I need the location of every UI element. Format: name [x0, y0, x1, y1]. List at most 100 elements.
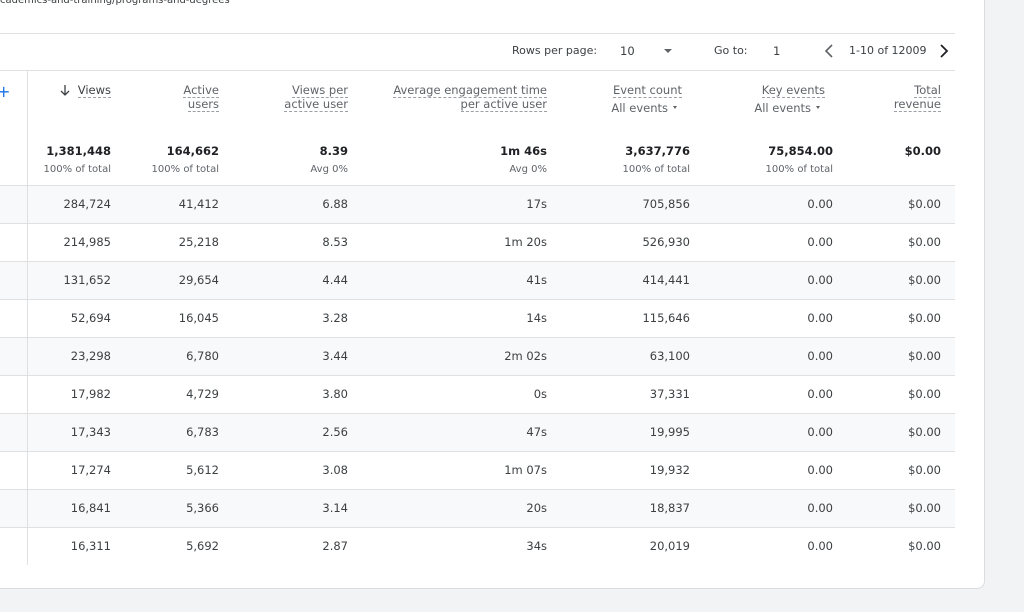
cell: 1m 07s: [504, 463, 547, 477]
column-header[interactable]: Active users: [183, 83, 219, 112]
cell: $0.00: [908, 463, 941, 477]
cell: 2.87: [322, 539, 348, 553]
cell: 17,343: [70, 425, 111, 439]
filter-text: All events: [611, 101, 668, 115]
column-header[interactable]: Views: [77, 83, 111, 98]
add-dimension[interactable]: +: [0, 82, 10, 101]
cell: 52,694: [70, 311, 111, 325]
total-value: 75,854.00: [768, 144, 833, 158]
total-value: 1,381,448: [46, 144, 111, 158]
cell: 47s: [526, 425, 547, 439]
cell: 20,019: [649, 539, 690, 553]
sort-arrow[interactable]: [59, 84, 71, 96]
dropdown-arrow[interactable]: [663, 46, 673, 56]
dropdown-arrow: [816, 106, 820, 109]
row-stripe: [0, 413, 955, 451]
cell: 63,100: [649, 349, 690, 363]
row-divider: [0, 527, 955, 528]
row-divider: [0, 261, 955, 262]
cell: 16,045: [178, 311, 219, 325]
cell: 3.44: [322, 349, 348, 363]
cell: 0.00: [807, 387, 833, 401]
cell: 16,841: [70, 501, 111, 515]
cell: 5,692: [186, 539, 219, 553]
header-text: Average engagement time: [393, 83, 547, 98]
goto-label: Go to:: [714, 44, 748, 57]
row-stripe: [0, 489, 955, 527]
total-sub: 100% of total: [765, 164, 833, 175]
cell: 0.00: [807, 197, 833, 211]
header-line: Views per: [284, 83, 348, 98]
header-line: Average engagement time: [393, 83, 547, 98]
header-text: Total: [914, 83, 941, 98]
row-divider: [0, 375, 955, 376]
cell: 414,441: [642, 273, 690, 287]
cell: 0.00: [807, 349, 833, 363]
divider: [0, 185, 955, 186]
column-header[interactable]: Average engagement time per active user: [393, 83, 547, 112]
cell: 34s: [526, 539, 547, 553]
header-line: Key events: [754, 83, 825, 98]
column-header[interactable]: Key events All events: [754, 83, 825, 115]
header-line: Event count: [611, 83, 682, 98]
cell: 19,995: [649, 425, 690, 439]
filter-text: All events: [754, 101, 811, 115]
cell: $0.00: [908, 235, 941, 249]
row-divider: [0, 223, 955, 224]
rows-select[interactable]: 10: [620, 44, 635, 58]
cell: $0.00: [908, 349, 941, 363]
filter[interactable]: All events: [611, 101, 682, 115]
cell: 6,780: [186, 349, 219, 363]
cell: 17,982: [70, 387, 111, 401]
cell: 284,724: [63, 197, 111, 211]
cell: $0.00: [908, 311, 941, 325]
cell: 23,298: [70, 349, 111, 363]
cell: $0.00: [908, 387, 941, 401]
breadcrumb: cademics-and-training/programs-and-degre…: [0, 0, 230, 6]
total-value: 8.39: [319, 144, 348, 158]
header-line: per active user: [393, 97, 547, 112]
cell: $0.00: [908, 539, 941, 553]
header-text: Views per: [291, 83, 348, 98]
cell: 20s: [526, 501, 547, 515]
cell: $0.00: [908, 501, 941, 515]
divider: [0, 70, 955, 71]
total-sub: 100% of total: [622, 164, 690, 175]
total-sub: Avg 0%: [509, 164, 547, 175]
cell: 6,783: [186, 425, 219, 439]
header-line: Views: [77, 83, 111, 98]
total-sub: Avg 0%: [310, 164, 348, 175]
total-value: 3,637,776: [625, 144, 690, 158]
total-value: 1m 46s: [500, 144, 547, 158]
dropdown-arrow: [673, 106, 677, 109]
next-page[interactable]: [938, 44, 950, 58]
filter[interactable]: All events: [754, 101, 825, 115]
header-text: users: [187, 97, 219, 112]
header-text: per active user: [460, 97, 547, 112]
row-stripe: [0, 337, 955, 375]
cell: 1m 20s: [504, 235, 547, 249]
cell: 0.00: [807, 501, 833, 515]
cell: 14s: [526, 311, 547, 325]
cell: 6.88: [322, 197, 348, 211]
total-value: 164,662: [166, 144, 219, 158]
cell: 41,412: [178, 197, 219, 211]
prev-page[interactable]: [823, 44, 835, 58]
header-text: active user: [284, 97, 348, 112]
column-header[interactable]: Views per active user: [284, 83, 348, 112]
column-header[interactable]: Event count All events: [611, 83, 682, 115]
cell: 0.00: [807, 539, 833, 553]
cell: $0.00: [908, 273, 941, 287]
row-stripe: [0, 185, 955, 223]
cell: 37,331: [649, 387, 690, 401]
header-line: users: [183, 97, 219, 112]
column-header[interactable]: Total revenue: [893, 83, 941, 112]
header-text: revenue: [893, 97, 941, 112]
goto-input[interactable]: 1: [773, 44, 781, 58]
cell: 19,932: [649, 463, 690, 477]
cell: 17,274: [70, 463, 111, 477]
cell: 115,646: [642, 311, 690, 325]
cell: 17s: [526, 197, 547, 211]
cell: 16,311: [70, 539, 111, 553]
